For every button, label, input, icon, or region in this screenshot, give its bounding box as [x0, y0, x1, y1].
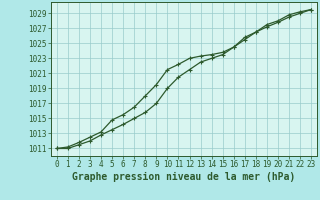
X-axis label: Graphe pression niveau de la mer (hPa): Graphe pression niveau de la mer (hPa) — [72, 172, 296, 182]
